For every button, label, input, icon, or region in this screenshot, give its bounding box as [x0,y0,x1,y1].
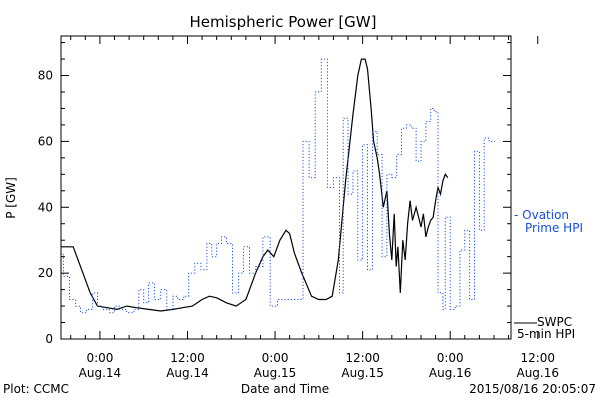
x-tick-time: 0:00 [86,351,113,365]
legend-swpc: SWPC 5-min HPI [514,315,575,341]
x-axis-label: Date and Time [241,382,329,396]
x-axis-ticks: 0:00Aug.1412:00Aug.140:00Aug.1512:00Aug.… [70,36,559,380]
y-tick-label: 0 [45,332,53,346]
x-tick-time: 12:00 [345,351,380,365]
y-tick-label: 60 [38,134,53,148]
x-tick-date: Aug.15 [254,366,297,380]
chart-title: Hemispheric Power [GW] [190,13,377,31]
legend-swpc-label: SWPC [537,315,572,329]
swpc-hpi-line [61,58,449,312]
x-tick-time: 12:00 [520,351,555,365]
x-tick-time: 0:00 [437,351,464,365]
x-tick-date: Aug.14 [79,366,122,380]
legend-ovation-label: - Ovation [514,208,569,222]
y-tick-label: 20 [38,266,53,280]
plot-credit: Plot: CCMC [3,382,69,396]
legend-swpc-label-line2: 5-min HPI [517,327,575,341]
x-tick-time: 12:00 [170,351,205,365]
x-tick-date: Aug.14 [166,366,209,380]
legend-ovation: - Ovation Prime HPI [514,208,583,235]
series-layer [61,58,496,314]
ovation-prime-hpi-line [61,58,496,314]
legend-ovation-label-line2: Prime HPI [525,221,583,235]
x-tick-time: 0:00 [262,351,289,365]
x-tick-date: Aug.15 [341,366,384,380]
plot-frame [60,35,512,340]
x-tick-date: Aug.16 [429,366,472,380]
y-axis-label: P [GW] [4,177,18,219]
x-tick-date: Aug.16 [516,366,559,380]
y-tick-label: 40 [38,200,53,214]
plot-timestamp: 2015/08/16 20:05:07 [469,382,596,396]
y-axis-ticks: 0 20 40 60 80 [38,42,511,346]
y-tick-label: 80 [38,69,53,83]
